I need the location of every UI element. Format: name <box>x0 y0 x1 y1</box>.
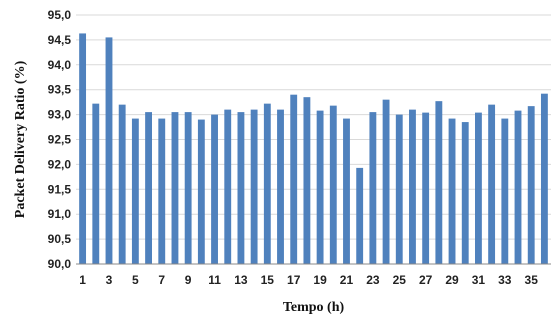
bar <box>448 118 456 264</box>
x-tick-label: 19 <box>313 273 327 287</box>
bar <box>158 118 166 264</box>
bar <box>356 167 364 264</box>
bar <box>461 122 469 264</box>
bar <box>369 112 377 264</box>
x-tick-label: 27 <box>419 273 433 287</box>
y-tick-label: 94,5 <box>48 33 72 47</box>
x-tick-label: 31 <box>472 273 486 287</box>
bar <box>435 101 443 265</box>
bar <box>382 99 390 264</box>
x-tick-label: 23 <box>366 273 380 287</box>
x-tick-labels: 1 3 5 7 9 11 13 15 17 19 21 23 25 27 29 31 33 35 <box>79 273 538 287</box>
bar <box>316 110 324 265</box>
y-tick-label: 92,5 <box>48 133 72 147</box>
bar <box>197 119 205 264</box>
x-tick-label: 17 <box>287 273 301 287</box>
bar <box>422 112 430 264</box>
bar <box>527 106 535 264</box>
x-tick-label: 25 <box>393 273 407 287</box>
y-tick-label: 93,0 <box>48 108 72 122</box>
x-tick-label: 3 <box>106 273 113 287</box>
y-tick-labels: 90,0 90,5 91,0 91,5 92,0 92,5 93,0 93,5 94,0 94,5… <box>48 8 72 271</box>
x-tick-label: 11 <box>208 273 221 287</box>
x-tick-label: 15 <box>261 273 275 287</box>
bar <box>514 110 522 265</box>
bar <box>105 37 113 264</box>
bar <box>171 112 179 264</box>
bar <box>263 103 271 264</box>
x-tick-label: 29 <box>445 273 459 287</box>
bar <box>224 109 232 265</box>
bar <box>184 112 192 264</box>
bar <box>277 109 284 265</box>
y-tick-label: 90,5 <box>48 232 72 246</box>
bar <box>131 118 139 264</box>
bar <box>488 104 496 264</box>
y-tick-label: 90,0 <box>48 257 72 271</box>
y-tick-label: 94,0 <box>48 58 72 72</box>
y-tick-label: 93,5 <box>48 83 72 97</box>
bar <box>250 109 258 265</box>
bar <box>303 97 311 264</box>
bar <box>237 112 245 264</box>
bar <box>145 112 152 264</box>
bar <box>290 94 298 265</box>
bar <box>343 118 350 264</box>
bar <box>329 105 337 264</box>
x-tick-label: 21 <box>340 273 354 287</box>
x-tick-label: 5 <box>132 273 139 287</box>
bars <box>79 33 548 265</box>
bar <box>79 33 87 265</box>
bar <box>92 103 100 264</box>
y-tick-label: 92,0 <box>48 157 72 171</box>
bar <box>211 114 218 264</box>
bar <box>409 109 416 265</box>
x-tick-label: 7 <box>158 273 165 287</box>
x-tick-label: 35 <box>525 273 539 287</box>
x-axis-title: Tempo (h) <box>283 300 345 315</box>
bar <box>118 104 126 264</box>
bar <box>501 118 509 264</box>
x-tick-label: 33 <box>498 273 512 287</box>
y-tick-label: 95,0 <box>48 8 72 22</box>
bar <box>395 114 403 264</box>
x-tick-label: 9 <box>185 273 192 287</box>
y-tick-label: 91,5 <box>48 182 72 196</box>
gridlines <box>76 14 551 240</box>
bar <box>540 93 548 265</box>
y-tick-label: 91,0 <box>48 207 72 221</box>
bar <box>475 112 482 264</box>
y-axis-title: Packet Delivery Ratio (%) <box>13 60 28 218</box>
x-tick-label: 13 <box>234 273 248 287</box>
x-tick-label: 1 <box>79 273 86 287</box>
